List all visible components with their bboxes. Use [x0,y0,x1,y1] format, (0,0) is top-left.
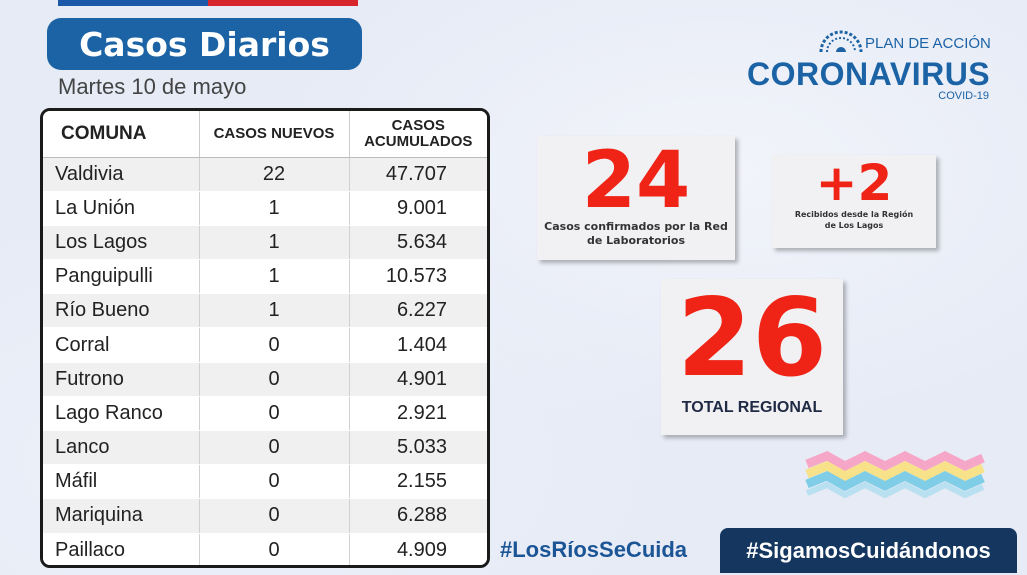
los-lagos-label: Recibidos desde la Región de Los Lagos [794,210,914,230]
los-lagos-value: +2 [815,154,893,212]
cell-comuna: Lago Ranco [43,396,200,432]
virus-icon [819,30,863,52]
table-row: Máfil 0 2.155 [43,464,487,500]
cell-nuevos: 1 [199,225,350,261]
header-acumulados: CASOS ACUMULADOS [349,111,487,158]
cell-comuna: Panguipulli [43,259,200,295]
header-nuevos: CASOS NUEVOS [199,111,350,158]
table-header-row: COMUNA CASOS NUEVOS CASOS ACUMULADOS [43,111,487,158]
cell-acumulados: 6.227 [349,293,487,329]
lab-cases-label: Casos confirmados por la Red de Laborato… [544,220,728,247]
table-row: Los Lagos 1 5.634 [43,225,487,261]
cell-comuna: Valdivia [43,157,200,192]
cell-acumulados: 10.573 [349,259,487,295]
cell-acumulados: 5.634 [349,225,487,261]
cell-comuna: Corral [43,327,200,363]
table-row: Lago Ranco 0 2.921 [43,396,487,432]
cell-acumulados: 2.155 [349,464,487,500]
cell-nuevos: 0 [199,362,350,397]
cell-nuevos: 0 [199,396,350,432]
cell-nuevos: 0 [199,533,350,565]
table-row: Lanco 0 5.033 [43,430,487,466]
cell-acumulados: 9.001 [349,191,487,226]
table-row: Río Bueno 1 6.227 [43,293,487,329]
cell-acumulados: 6.288 [349,498,487,534]
cell-comuna: Paillaco [43,533,200,565]
cell-nuevos: 0 [199,327,350,363]
page-title-text: Casos Diarios [79,24,330,64]
cell-nuevos: 1 [199,259,350,295]
cell-comuna: La Unión [43,191,200,226]
header-acumulados-line2: ACUMULADOS [364,132,473,150]
cell-comuna: Máfil [43,464,200,500]
cell-nuevos: 22 [199,157,350,192]
cell-nuevos: 0 [199,430,350,466]
cell-comuna: Lanco [43,430,200,466]
table-row: Panguipulli 1 10.573 [43,259,487,295]
hashtag-sigamos-text: #SigamosCuidándonos [746,537,991,563]
waves-graphic [805,450,985,499]
cell-acumulados: 1.404 [349,327,487,363]
cell-comuna: Mariquina [43,498,200,534]
header-comuna: COMUNA [43,111,200,158]
flag-stripe [58,0,358,6]
cell-nuevos: 1 [199,293,350,329]
cell-comuna: Los Lagos [43,225,200,261]
los-lagos-card: +2 Recibidos desde la Región de Los Lago… [772,155,936,248]
logo-name-text: CORONAVIRUS [747,56,991,92]
total-regional-label: TOTAL REGIONAL [681,399,823,416]
cell-acumulados: 4.909 [349,533,487,565]
hashtag-los-rios: #LosRíosSeCuida [500,537,688,562]
table-row: Corral 0 1.404 [43,327,487,363]
lab-cases-value: 24 [581,136,691,226]
cell-acumulados: 5.033 [349,430,487,466]
header-acumulados-line1: CASOS [391,116,445,134]
cell-acumulados: 47.707 [349,157,487,192]
cell-comuna: Futrono [43,362,200,397]
cell-acumulados: 4.901 [349,362,487,397]
logo-plan-text: PLAN DE ACCIÓN [865,35,991,52]
cases-table: COMUNA CASOS NUEVOS CASOS ACUMULADOS Val… [40,108,490,568]
total-regional-card: 26 TOTAL REGIONAL [661,279,843,435]
table-row: Mariquina 0 6.288 [43,498,487,534]
logo-sub-text: COVID-19 [938,90,989,102]
total-regional-value: 26 [676,276,828,401]
cell-nuevos: 1 [199,191,350,226]
table-row: Futrono 0 4.901 [43,362,487,397]
coronavirus-logo: PLAN DE ACCIÓN CORONAVIRUS COVID-19 [745,30,995,105]
table-row: Paillaco 0 4.909 [43,533,487,565]
cell-comuna: Río Bueno [43,293,200,329]
page-title: Casos Diarios [47,18,362,70]
lab-cases-card: 24 Casos confirmados por la Red de Labor… [537,136,735,260]
hashtag-sigamos: #SigamosCuidándonos [720,528,1017,573]
cell-acumulados: 2.921 [349,396,487,432]
report-date: Martes 10 de mayo [58,74,247,99]
cell-nuevos: 0 [199,464,350,500]
cell-nuevos: 0 [199,498,350,534]
table-row: Valdivia 22 47.707 [43,157,487,192]
table-row: La Unión 1 9.001 [43,191,487,226]
